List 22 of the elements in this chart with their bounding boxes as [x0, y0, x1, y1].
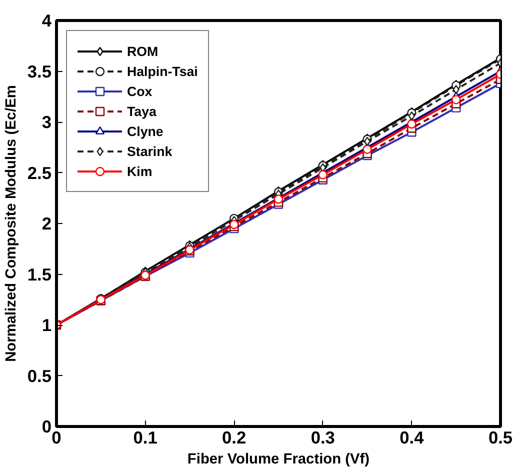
x-tick-label: 0.2	[222, 428, 246, 448]
y-axis-title: Normalized Composite Modulus (Ec/Em	[3, 85, 20, 362]
legend-label: Starink	[127, 142, 172, 160]
y-tick-label: 2.5	[27, 162, 52, 183]
legend-label: Kim	[127, 162, 152, 180]
x-tick-label: 0.5	[488, 428, 513, 448]
legend-label: Taya	[127, 102, 156, 120]
legend-label: Halpin-Tsai	[127, 62, 198, 80]
y-tick-label: 3	[42, 112, 52, 132]
y-tick-label: 3.5	[27, 61, 52, 82]
y-tick-label: 1	[42, 315, 52, 335]
x-tick-label: 0.3	[310, 428, 336, 448]
x-tick-label: 0.1	[133, 428, 158, 448]
legend-label: Clyne	[127, 122, 164, 140]
legend-label: ROM	[127, 42, 158, 60]
y-tick-label: 0.5	[27, 366, 52, 386]
legend-label: Cox	[127, 82, 152, 100]
y-tick-label: 4	[42, 10, 52, 30]
x-axis-title: Fiber Volume Fraction (Vf)	[187, 452, 370, 468]
y-tick-label: 1.5	[27, 264, 52, 284]
x-tick-label: 0.4	[400, 428, 424, 448]
y-tick-label: 2	[42, 214, 52, 234]
